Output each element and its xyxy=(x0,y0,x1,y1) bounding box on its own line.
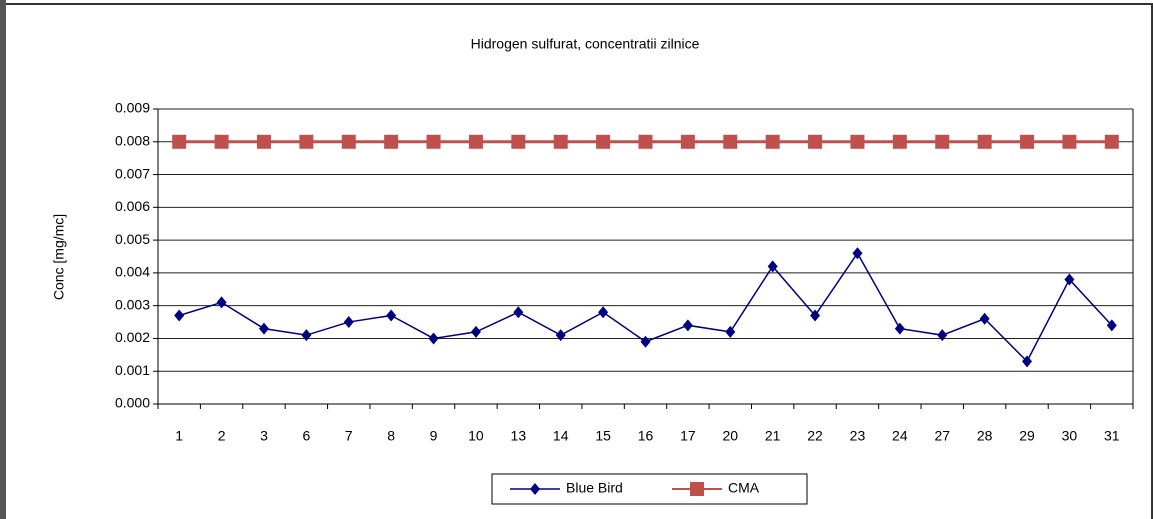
data-point xyxy=(468,134,483,149)
data-point xyxy=(555,329,566,342)
data-point xyxy=(977,134,992,149)
x-tick-label: 9 xyxy=(430,428,438,444)
y-tick-label: 0.005 xyxy=(115,231,150,247)
x-tick-label: 1 xyxy=(175,428,183,444)
data-point xyxy=(765,134,780,149)
data-point xyxy=(553,134,568,149)
legend-marker xyxy=(690,482,704,496)
data-point xyxy=(174,309,185,322)
y-tick-label: 0.004 xyxy=(115,264,150,280)
x-tick-label: 29 xyxy=(1019,428,1035,444)
data-point xyxy=(1106,319,1117,332)
x-tick-label: 2 xyxy=(218,428,226,444)
data-point xyxy=(935,134,950,149)
data-point xyxy=(1104,134,1119,149)
data-point xyxy=(1022,355,1033,368)
data-point xyxy=(426,134,441,149)
x-tick-label: 17 xyxy=(680,428,696,444)
data-point xyxy=(680,134,695,149)
x-tick-label: 15 xyxy=(595,428,611,444)
data-point xyxy=(640,335,651,348)
y-axis-label: Conc [mg/mc] xyxy=(51,214,67,300)
data-point xyxy=(682,319,693,332)
data-point xyxy=(1020,134,1035,149)
x-tick-label: 16 xyxy=(638,428,654,444)
data-point xyxy=(386,309,397,322)
x-tick-label: 10 xyxy=(468,428,484,444)
legend: Blue Bird CMA xyxy=(491,473,808,505)
legend-label: Blue Bird xyxy=(566,480,623,496)
x-tick-label: 23 xyxy=(850,428,866,444)
frame-edge xyxy=(0,0,6,519)
data-point xyxy=(341,134,356,149)
data-point xyxy=(892,134,907,149)
legend-marker xyxy=(530,483,540,495)
x-tick-label: 7 xyxy=(345,428,353,444)
x-tick-label: 27 xyxy=(934,428,950,444)
y-tick-label: 0.001 xyxy=(115,362,150,378)
y-tick-label: 0.002 xyxy=(115,329,150,345)
x-tick-label: 22 xyxy=(807,428,823,444)
x-tick-label: 3 xyxy=(260,428,268,444)
y-tick-label: 0.000 xyxy=(115,395,150,411)
data-point xyxy=(511,134,526,149)
data-point xyxy=(810,309,821,322)
data-point xyxy=(638,134,653,149)
data-point xyxy=(937,329,948,342)
data-point xyxy=(214,134,229,149)
data-point xyxy=(979,312,990,325)
data-point xyxy=(384,134,399,149)
x-tick-label: 21 xyxy=(765,428,781,444)
data-point xyxy=(1064,273,1075,286)
data-point xyxy=(596,134,611,149)
data-point xyxy=(723,134,738,149)
y-tick-label: 0.008 xyxy=(115,132,150,148)
data-point xyxy=(1062,134,1077,149)
data-point xyxy=(598,306,609,319)
data-point xyxy=(172,134,187,149)
x-tick-label: 13 xyxy=(511,428,527,444)
x-tick-label: 20 xyxy=(722,428,738,444)
data-point xyxy=(513,306,524,319)
y-tick-label: 0.009 xyxy=(115,100,150,116)
data-point xyxy=(894,322,905,335)
y-tick-label: 0.003 xyxy=(115,296,150,312)
x-tick-label: 24 xyxy=(892,428,908,444)
data-point xyxy=(725,325,736,338)
data-point xyxy=(256,134,271,149)
data-point xyxy=(299,134,314,149)
data-point xyxy=(343,316,354,329)
chart-title: Hidrogen sulfurat, concentratii zilnice xyxy=(471,36,700,52)
data-point xyxy=(767,260,778,273)
data-point xyxy=(808,134,823,149)
x-tick-label: 14 xyxy=(553,428,569,444)
data-point xyxy=(852,247,863,260)
x-tick-label: 8 xyxy=(387,428,395,444)
x-tick-label: 28 xyxy=(977,428,993,444)
y-tick-label: 0.007 xyxy=(115,165,150,181)
data-point xyxy=(428,332,439,345)
data-point xyxy=(216,296,227,309)
data-point xyxy=(470,325,481,338)
data-point xyxy=(301,329,312,342)
x-tick-label: 30 xyxy=(1062,428,1078,444)
x-tick-label: 31 xyxy=(1104,428,1120,444)
y-tick-label: 0.006 xyxy=(115,198,150,214)
x-tick-label: 6 xyxy=(302,428,310,444)
legend-label: CMA xyxy=(728,480,760,496)
data-point xyxy=(258,322,269,335)
data-point xyxy=(850,134,865,149)
